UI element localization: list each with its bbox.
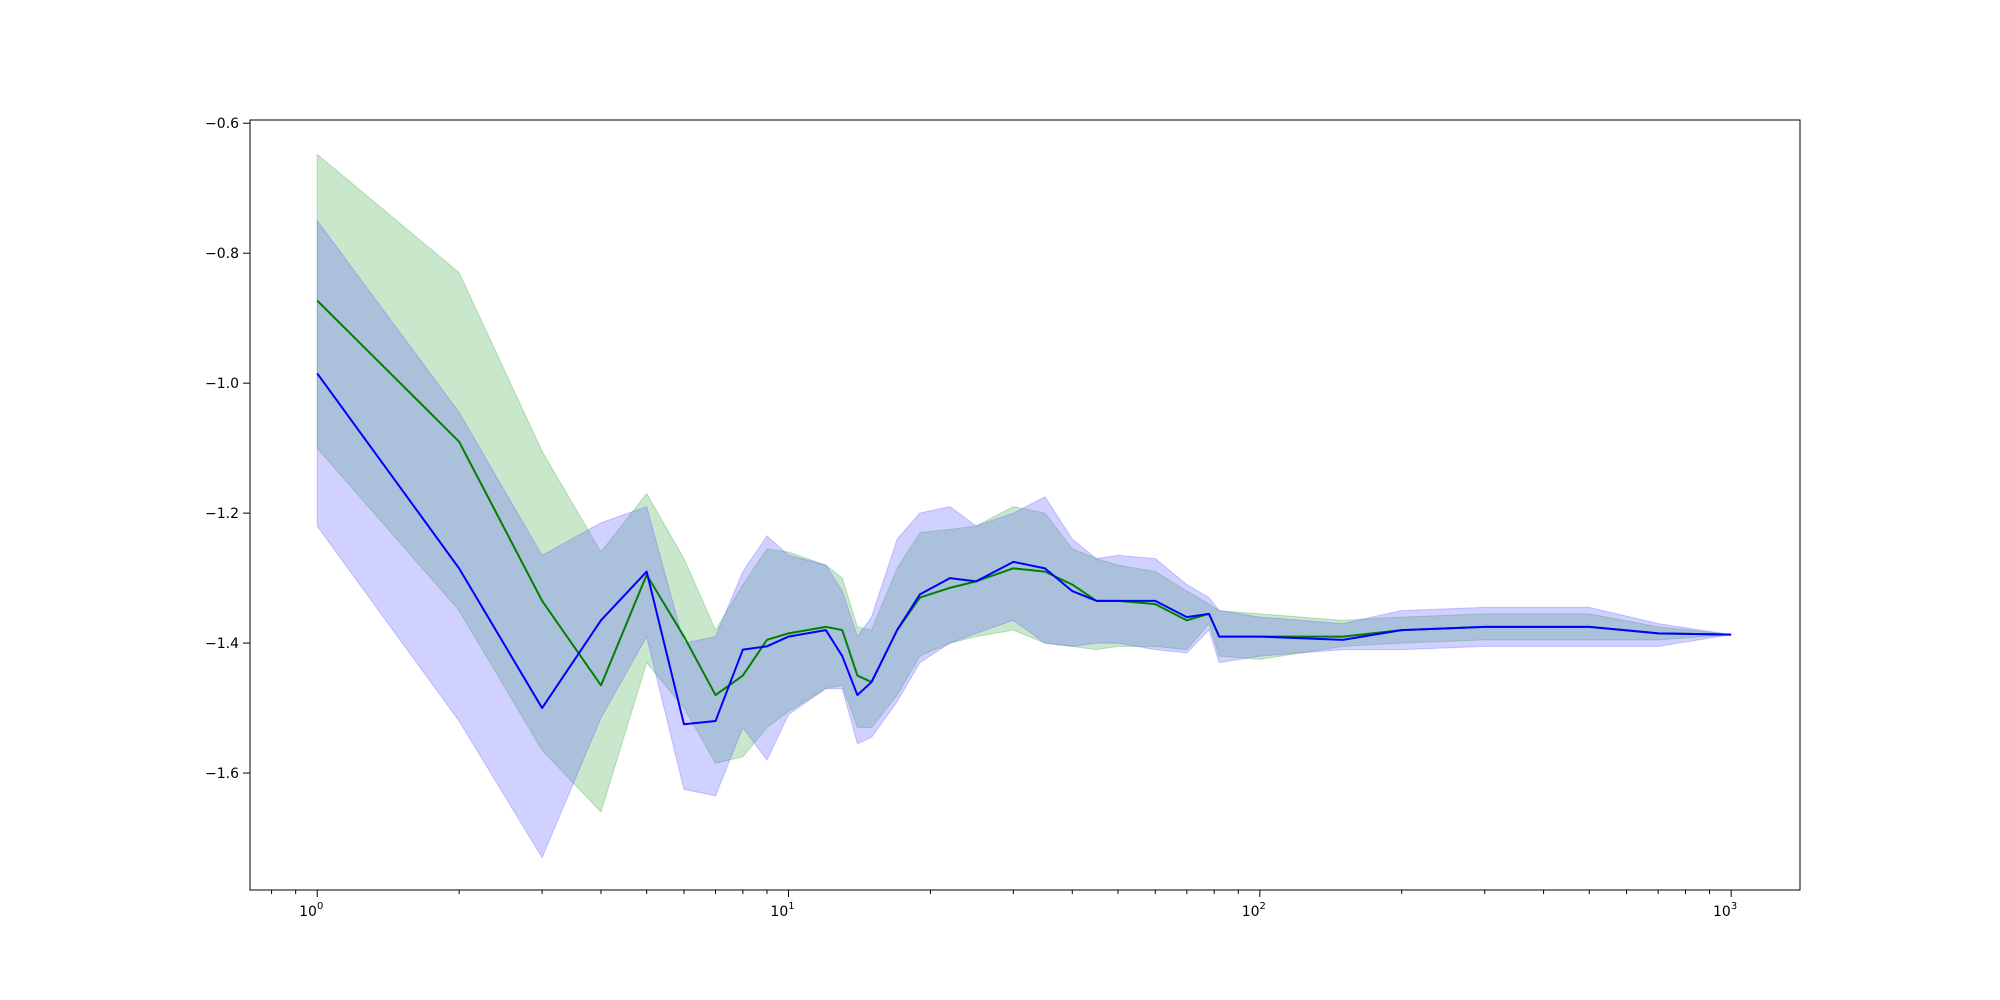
x-axis: 100 101 102 103 bbox=[271, 890, 1737, 920]
series-1-line bbox=[316, 299, 1732, 697]
y-tick-label: −1.4 bbox=[205, 636, 239, 652]
y-axis: −0.6 −0.8 −1.0 −1.2 −1.4 −1.6 bbox=[205, 116, 250, 782]
y-tick-label: −0.8 bbox=[205, 246, 239, 262]
plot-frame bbox=[249, 119, 1801, 891]
y-tick-label: −1.6 bbox=[205, 766, 239, 782]
series-2-band bbox=[316, 219, 1732, 859]
series-2-line bbox=[316, 372, 1732, 726]
y-tick-label: −1.0 bbox=[205, 376, 239, 392]
series-1-band bbox=[316, 153, 1732, 813]
x-tick-label: 101 bbox=[770, 901, 794, 920]
series-lines bbox=[316, 299, 1732, 726]
confidence-bands bbox=[316, 153, 1732, 859]
y-tick-label: −0.6 bbox=[205, 116, 239, 132]
x-tick-label: 103 bbox=[1713, 901, 1737, 920]
x-tick-label: 102 bbox=[1242, 901, 1266, 920]
y-tick-label: −1.2 bbox=[205, 506, 239, 522]
x-tick-label: 100 bbox=[299, 901, 323, 920]
